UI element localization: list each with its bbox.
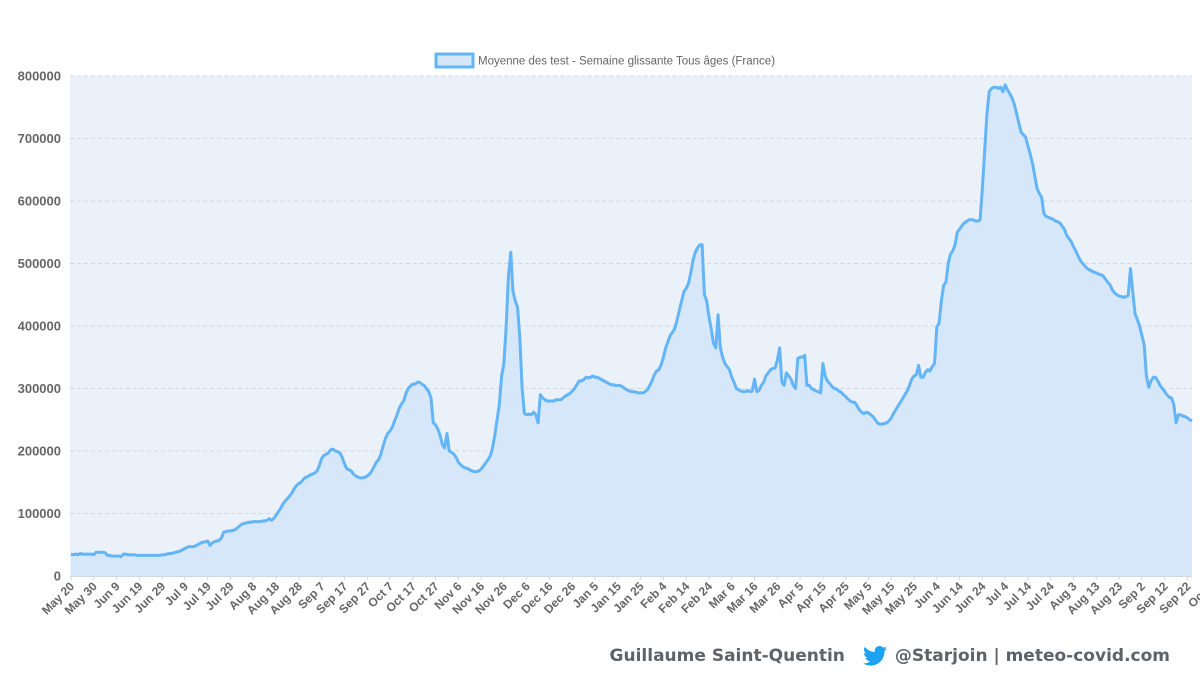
y-tick-label: 500000 bbox=[18, 256, 61, 271]
y-tick-label: 100000 bbox=[18, 506, 61, 521]
y-tick-label: 800000 bbox=[18, 69, 61, 84]
y-tick-label: 600000 bbox=[18, 194, 61, 209]
legend-label: Moyenne des test - Semaine glissante Tou… bbox=[478, 56, 775, 68]
y-tick-label: 300000 bbox=[18, 381, 61, 396]
legend[interactable]: Moyenne des test - Semaine glissante Tou… bbox=[434, 52, 775, 69]
twitter-icon bbox=[862, 646, 887, 666]
series-layer bbox=[70, 83, 1193, 576]
legend-swatch bbox=[434, 52, 475, 69]
y-tick-label: 400000 bbox=[18, 319, 61, 334]
footer: Guillaume Saint-Quentin @Starjoin | mete… bbox=[610, 644, 1170, 668]
y-axis: 0 100000 200000 300000 400000 500000 600000 700… bbox=[18, 69, 61, 584]
footer-credit: @Starjoin | meteo-covid.com bbox=[894, 646, 1170, 666]
y-tick-label: 700000 bbox=[18, 131, 61, 146]
series-line bbox=[70, 83, 1193, 559]
y-tick-label: 200000 bbox=[18, 444, 61, 459]
author-name: Guillaume Saint-Quentin bbox=[609, 646, 845, 666]
series-area bbox=[71, 84, 1192, 576]
y-tick-label: 0 bbox=[54, 569, 61, 584]
